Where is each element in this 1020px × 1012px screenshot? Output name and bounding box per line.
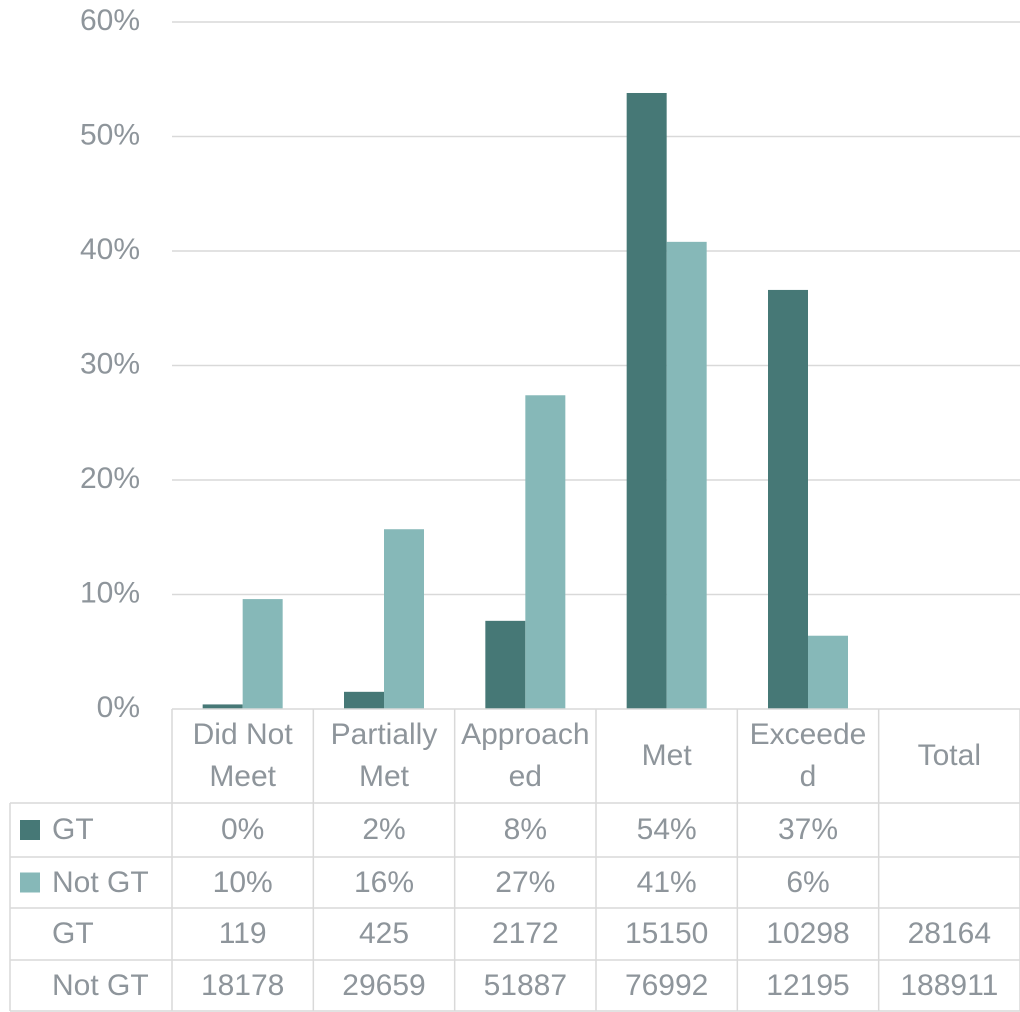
x-tick-label: Met	[641, 739, 692, 772]
y-tick-label: 20%	[80, 462, 140, 495]
table-value: 76992	[624, 968, 709, 1002]
table-value: 12195	[766, 968, 850, 1002]
table-value: 29659	[342, 968, 426, 1002]
value-label: 10%	[212, 865, 273, 899]
table-value: 425	[358, 917, 410, 950]
table-value: 10298	[766, 917, 850, 950]
bar	[626, 92, 667, 710]
y-tick-label: 0%	[97, 691, 140, 724]
y-tick-label: 30%	[80, 347, 140, 380]
bar	[768, 289, 808, 709]
row-label: GT	[52, 917, 94, 950]
y-tick-label: 60%	[80, 4, 140, 37]
legend-swatch	[20, 872, 40, 893]
value-label: 6%	[786, 865, 830, 899]
value-label: 16%	[353, 865, 415, 899]
table-value: 51887	[483, 968, 568, 1002]
y-tick-label: 10%	[80, 576, 140, 609]
bar	[242, 599, 283, 709]
table-value: 28164	[907, 917, 992, 950]
bar	[485, 620, 526, 709]
table-value: 15150	[624, 917, 709, 950]
bar	[525, 395, 566, 709]
bar	[808, 635, 848, 709]
y-tick-label: 40%	[80, 233, 140, 266]
bar	[344, 691, 384, 709]
value-label: 37%	[777, 813, 839, 846]
table-value: 2172	[491, 917, 559, 950]
x-tick-label: Did Not Meet	[192, 718, 293, 793]
x-tick-label: Exceeded	[749, 718, 867, 793]
bar	[202, 704, 243, 709]
table-value: 119	[218, 917, 267, 950]
bar	[666, 241, 707, 709]
value-label: 0%	[220, 813, 265, 846]
bar	[384, 529, 424, 709]
value-label: 27%	[495, 865, 556, 899]
table-value: 18178	[200, 968, 285, 1002]
x-tick-label: Total	[917, 739, 981, 772]
value-label: 41%	[636, 865, 697, 899]
row-label: Not GT	[52, 968, 149, 1002]
legend-swatch	[20, 820, 40, 840]
x-tick-label: Approached	[461, 718, 590, 793]
x-tick-label: Partially Met	[330, 718, 438, 793]
value-label: 2%	[362, 813, 406, 846]
y-tick-label: 50%	[80, 118, 140, 151]
value-label: 8%	[503, 813, 547, 846]
legend-label: GT	[52, 813, 94, 846]
value-label: 54%	[636, 813, 697, 846]
table-value: 188911	[900, 968, 999, 1002]
legend-label: Not GT	[52, 865, 149, 899]
